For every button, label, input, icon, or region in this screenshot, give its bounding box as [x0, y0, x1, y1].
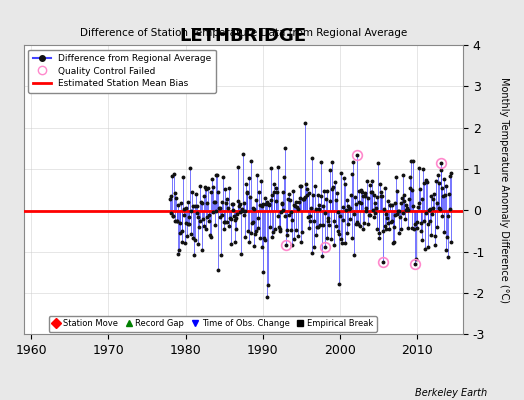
Text: Berkeley Earth: Berkeley Earth — [415, 388, 487, 398]
Y-axis label: Monthly Temperature Anomaly Difference (°C): Monthly Temperature Anomaly Difference (… — [499, 77, 509, 303]
Title: LETHBRIDGE: LETHBRIDGE — [180, 27, 307, 45]
Legend: Station Move, Record Gap, Time of Obs. Change, Empirical Break: Station Move, Record Gap, Time of Obs. C… — [49, 316, 377, 332]
Text: Difference of Station Temperature Data from Regional Average: Difference of Station Temperature Data f… — [80, 28, 407, 38]
